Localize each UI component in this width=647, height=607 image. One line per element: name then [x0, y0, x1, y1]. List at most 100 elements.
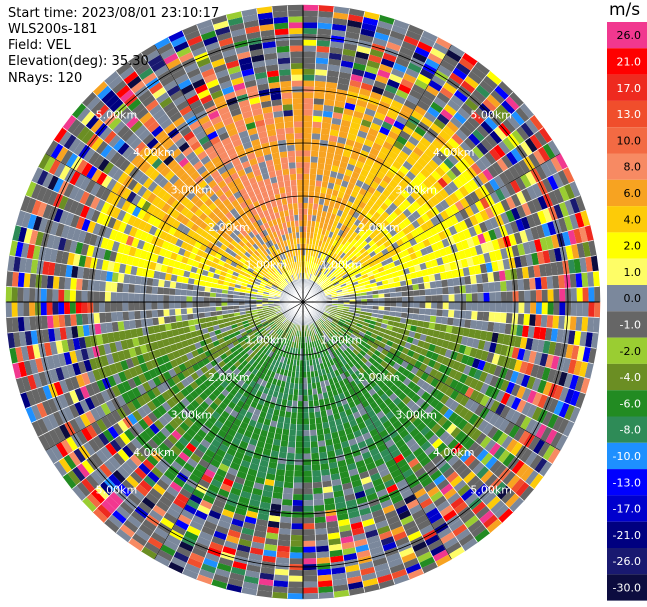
- velocity-cell: [333, 442, 343, 451]
- velocity-cell: [330, 165, 340, 173]
- velocity-cell: [357, 254, 365, 261]
- velocity-cell: [308, 400, 314, 407]
- velocity-cell: [75, 290, 82, 302]
- velocity-cell: [422, 415, 433, 426]
- velocity-cell: [381, 120, 393, 131]
- velocity-cell: [326, 526, 340, 534]
- velocity-cell: [498, 322, 506, 334]
- velocity-cell: [295, 324, 299, 331]
- velocity-cell: [319, 246, 324, 253]
- velocity-cell: [242, 334, 250, 341]
- velocity-cell: [127, 492, 142, 506]
- velocity-cell: [534, 277, 542, 290]
- velocity-cell: [397, 327, 405, 335]
- velocity-cell: [422, 89, 437, 102]
- velocity-cell: [438, 331, 446, 340]
- velocity-cell: [207, 415, 218, 425]
- velocity-cell: [83, 441, 96, 457]
- velocity-cell: [284, 312, 290, 317]
- velocity-cell: [474, 212, 485, 224]
- velocity-cell: [432, 233, 442, 243]
- velocity-cell: [188, 343, 197, 352]
- velocity-cell: [109, 439, 122, 453]
- velocity-cell: [525, 337, 534, 351]
- velocity-cell: [359, 349, 367, 357]
- velocity-cell: [415, 397, 426, 408]
- velocity-cell: [541, 366, 551, 382]
- velocity-cell: [294, 453, 303, 460]
- velocity-cell: [292, 494, 303, 501]
- velocity-cell: [524, 228, 534, 242]
- velocity-cell: [293, 470, 303, 477]
- velocity-cell: [413, 307, 420, 315]
- velocity-cell: [293, 482, 303, 489]
- velocity-cell: [513, 359, 523, 373]
- velocity-cell: [323, 427, 331, 435]
- velocity-cell: [498, 171, 510, 186]
- velocity-cell: [349, 323, 357, 329]
- velocity-cell: [329, 313, 335, 318]
- velocity-cell: [294, 324, 297, 331]
- velocity-cell: [369, 147, 380, 157]
- velocity-cell: [263, 418, 272, 426]
- velocity-cell: [369, 346, 377, 354]
- velocity-cell: [174, 295, 181, 302]
- velocity-cell: [365, 133, 377, 143]
- velocity-cell: [195, 405, 206, 415]
- velocity-cell: [360, 328, 367, 334]
- velocity-cell: [493, 144, 506, 159]
- velocity-cell: [294, 377, 299, 384]
- velocity-cell: [408, 266, 416, 274]
- velocity-cell: [167, 368, 177, 378]
- velocity-cell: [390, 297, 397, 302]
- velocity-cell: [364, 65, 379, 75]
- velocity-cell: [438, 188, 450, 200]
- velocity-cell: [366, 271, 374, 277]
- velocity-cell: [436, 338, 444, 347]
- velocity-cell: [196, 536, 212, 547]
- velocity-cell: [277, 312, 283, 317]
- velocity-cell: [479, 263, 488, 274]
- velocity-cell: [372, 557, 388, 567]
- velocity-cell: [230, 518, 245, 528]
- velocity-cell: [514, 335, 522, 349]
- velocity-cell: [148, 509, 164, 522]
- velocity-cell: [116, 311, 124, 322]
- velocity-cell: [459, 310, 466, 320]
- velocity-cell: [446, 492, 461, 505]
- velocity-cell: [352, 248, 360, 256]
- velocity-cell: [470, 524, 487, 538]
- velocity-cell: [334, 272, 341, 278]
- velocity-cell: [289, 322, 294, 329]
- velocity-cell: [343, 302, 350, 305]
- velocity-cell: [466, 115, 481, 129]
- velocity-cell: [343, 247, 350, 255]
- velocity-cell: [336, 333, 342, 340]
- velocity-cell: [526, 375, 536, 390]
- velocity-cell: [261, 360, 268, 368]
- velocity-cell: [458, 318, 466, 328]
- velocity-cell: [325, 294, 332, 298]
- velocity-cell: [173, 415, 184, 426]
- velocity-cell: [162, 490, 176, 503]
- velocity-cell: [145, 360, 154, 371]
- velocity-cell: [364, 437, 375, 446]
- velocity-cell: [481, 320, 489, 332]
- velocity-cell: [135, 528, 151, 542]
- velocity-cell: [303, 430, 310, 437]
- velocity-cell: [520, 216, 531, 230]
- velocity-cell: [489, 375, 499, 388]
- velocity-cell: [349, 275, 357, 281]
- velocity-cell: [167, 336, 176, 346]
- velocity-cell: [441, 356, 450, 366]
- velocity-cell: [351, 68, 365, 77]
- velocity-cell: [419, 333, 427, 342]
- velocity-cell: [376, 131, 388, 141]
- velocity-cell: [515, 481, 530, 498]
- velocity-cell: [221, 546, 237, 556]
- velocity-cell: [453, 370, 463, 382]
- velocity-cell: [116, 394, 127, 407]
- velocity-cell: [318, 151, 327, 158]
- velocity-cell: [363, 333, 371, 340]
- velocity-cell: [156, 339, 165, 349]
